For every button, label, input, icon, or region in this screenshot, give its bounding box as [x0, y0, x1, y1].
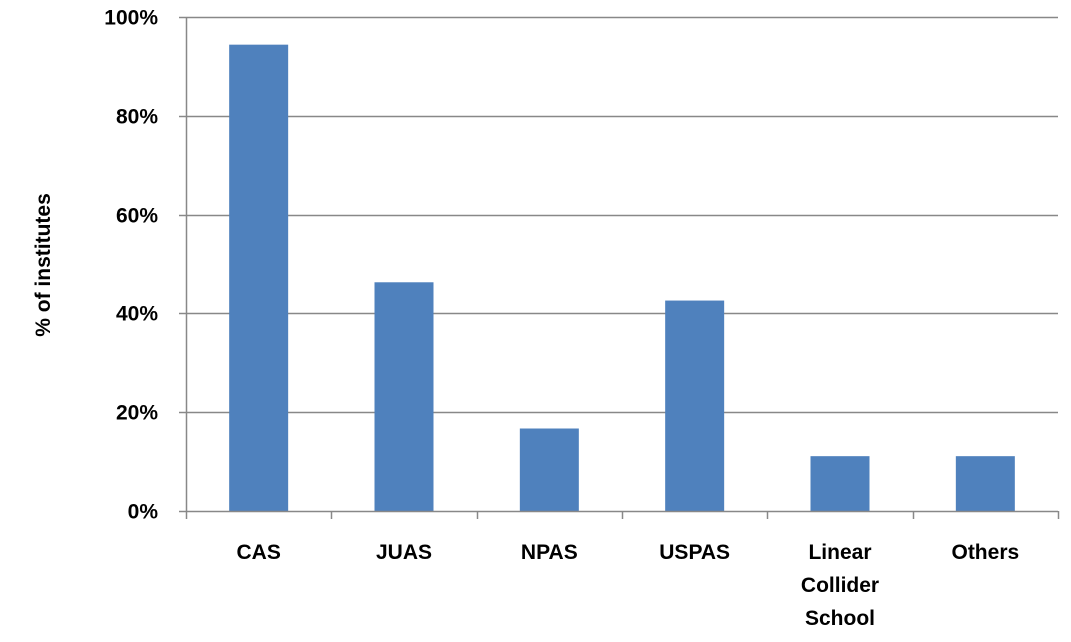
x-category-label: CAS: [236, 541, 280, 564]
bar: [519, 428, 579, 511]
y-tick-label: 80%: [116, 106, 158, 129]
x-category-label: NPAS: [521, 541, 578, 564]
y-tick-label: 40%: [116, 303, 158, 326]
y-tick-labels: 0% 20% 40% 60% 80% 100%: [104, 7, 158, 524]
y-tick-label: 20%: [116, 402, 158, 425]
bar-series: [229, 44, 1015, 511]
y-tick-label: 60%: [116, 205, 158, 228]
axes: [179, 16, 1060, 519]
bar: [810, 456, 870, 511]
x-category-label: USPAS: [659, 541, 730, 564]
x-category-label: Linear Collider School: [801, 541, 879, 630]
bar: [955, 456, 1015, 511]
bar: [665, 300, 725, 511]
x-category-label: Others: [951, 541, 1019, 564]
bar: [374, 282, 434, 511]
gridlines: [186, 16, 1058, 414]
y-axis-title: % of institutes: [32, 193, 55, 337]
bar: [229, 44, 289, 511]
y-tick-label: 0%: [128, 501, 159, 524]
y-tick-label: 100%: [104, 7, 158, 30]
x-category-label: JUAS: [376, 541, 432, 564]
x-category-labels: CAS JUAS NPAS USPAS Linear Collider School Othe…: [236, 541, 1019, 630]
